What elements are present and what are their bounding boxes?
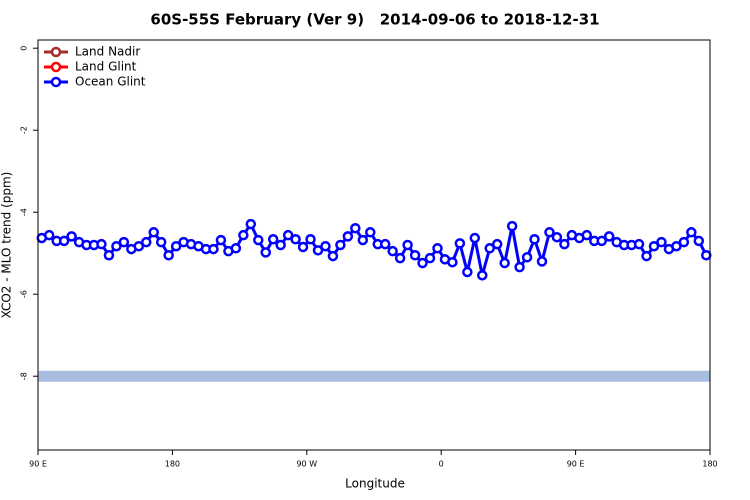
legend-label: Land Glint — [75, 60, 137, 74]
data-point — [327, 250, 339, 262]
legend-label: Land Nadir — [75, 45, 140, 59]
data-point — [648, 240, 660, 252]
x-axis-label: Longitude — [345, 477, 405, 491]
data-point — [544, 227, 555, 238]
y-tick-label: 0 — [20, 46, 29, 51]
data-point — [379, 238, 391, 250]
data-point — [230, 243, 242, 254]
y-tick-label: -8 — [20, 372, 29, 380]
data-point — [678, 236, 690, 248]
data-point — [170, 240, 182, 252]
data-point — [514, 261, 525, 273]
data-point — [409, 250, 421, 261]
x-tick-label: 90 W — [296, 460, 317, 469]
y-tick-label: -2 — [20, 126, 29, 134]
data-point — [581, 229, 593, 241]
data-point — [155, 236, 167, 248]
data-point — [499, 257, 510, 269]
data-point — [656, 236, 667, 248]
data-point — [536, 256, 548, 267]
data-point — [559, 238, 570, 250]
data-point — [462, 266, 473, 278]
data-point — [454, 238, 466, 249]
data-point — [387, 245, 398, 257]
plot-frame — [37, 39, 711, 451]
x-tick-label: 0 — [439, 460, 444, 469]
data-point — [671, 240, 682, 252]
data-point — [103, 250, 115, 261]
legend-label: Ocean Glint — [75, 75, 146, 89]
legend-marker — [50, 76, 62, 88]
data-point — [253, 234, 264, 246]
x-tick-label: 180 — [165, 460, 180, 469]
data-point — [693, 235, 705, 247]
data-point — [633, 238, 645, 250]
data-point — [701, 250, 712, 261]
data-point — [641, 250, 652, 262]
data-point — [96, 238, 107, 250]
data-point — [417, 257, 428, 269]
data-point — [141, 236, 152, 248]
data-point — [111, 240, 122, 252]
x-tick-label: 90 E — [567, 460, 585, 469]
data-point — [432, 243, 443, 254]
data-point — [506, 220, 518, 232]
data-point — [491, 238, 503, 250]
data-point — [58, 235, 70, 247]
data-point — [365, 227, 376, 238]
data-point — [551, 231, 563, 243]
data-point — [477, 270, 488, 281]
data-point — [245, 218, 257, 230]
data-point — [312, 245, 324, 256]
data-point — [402, 239, 413, 251]
data-point — [424, 252, 436, 264]
data-point — [118, 236, 130, 248]
data-point — [275, 239, 286, 251]
data-point — [163, 250, 174, 261]
data-point — [282, 229, 294, 241]
data-point — [447, 256, 458, 268]
data-point — [208, 243, 219, 255]
data-point — [686, 227, 697, 238]
y-tick-label: -6 — [20, 290, 29, 298]
chart-title: 60S-55S February (Ver 9) 2014-09-06 to 2… — [150, 11, 599, 29]
data-point — [357, 234, 369, 246]
data-point — [260, 247, 271, 258]
data-point — [394, 252, 406, 264]
data-point — [305, 234, 316, 245]
data-point — [43, 229, 55, 241]
x-tick-label: 90 E — [29, 460, 47, 469]
y-tick-label: -4 — [20, 208, 29, 216]
data-point — [297, 241, 309, 253]
data-point — [133, 240, 145, 252]
data-point — [596, 235, 607, 247]
legend-marker — [50, 46, 62, 58]
data-point — [238, 229, 249, 241]
data-point — [521, 252, 533, 263]
data-point — [215, 234, 227, 246]
data-point — [290, 234, 301, 245]
data-point — [484, 243, 495, 254]
data-point — [320, 240, 331, 252]
data-point — [469, 232, 481, 244]
legend-marker — [50, 61, 62, 73]
x-tick-label: 180 — [702, 460, 717, 469]
data-point — [66, 231, 77, 242]
y-axis-label: XCO2 - MLO trend (ppm) — [0, 172, 14, 319]
data-point — [148, 227, 159, 238]
data-point — [335, 239, 346, 251]
data-point — [350, 222, 361, 234]
data-point — [603, 231, 615, 242]
data-point — [267, 234, 279, 245]
data-point — [529, 234, 540, 245]
data-point — [342, 231, 354, 242]
